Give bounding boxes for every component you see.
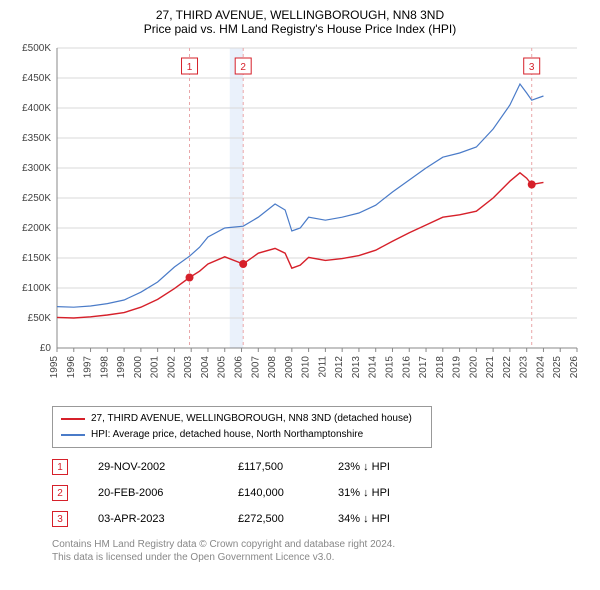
sale-date: 20-FEB-2006: [98, 487, 238, 499]
ytick-label: £100K: [22, 283, 51, 294]
sale-price: £140,000: [238, 487, 338, 499]
legend-swatch: [61, 434, 85, 436]
sale-price: £117,500: [238, 461, 338, 473]
xtick-label: 2000: [133, 356, 144, 379]
chart-area: £0 £50K £100K £150K £200K £250K £300K £350K £400…: [12, 40, 588, 400]
legend-label: 27, THIRD AVENUE, WELLINGBOROUGH, NN8 3N…: [91, 411, 412, 427]
xtick-label: 2020: [468, 356, 479, 379]
legend: 27, THIRD AVENUE, WELLINGBOROUGH, NN8 3N…: [52, 406, 432, 448]
xtick-label: 2011: [317, 356, 328, 378]
sales-table: 1 29-NOV-2002£117,50023% ↓ HPI 2 20-FEB-200…: [52, 454, 552, 532]
xtick-label: 2023: [519, 356, 530, 379]
legend-swatch: [61, 418, 85, 420]
sale-marker: [186, 274, 194, 282]
xtick-label: 2026: [569, 356, 580, 379]
footer-line1: Contains HM Land Registry data © Crown c…: [52, 538, 588, 551]
chart-subtitle: Price paid vs. HM Land Registry's House …: [12, 22, 588, 36]
xtick-label: 2006: [234, 356, 245, 379]
xtick-label: 2025: [552, 356, 563, 379]
xtick-label: 2016: [401, 356, 412, 379]
chart-title: 27, THIRD AVENUE, WELLINGBOROUGH, NN8 3N…: [12, 8, 588, 22]
xtick-label: 2015: [384, 356, 395, 379]
callout-idx: 2: [240, 62, 246, 73]
sale-diff: 23% ↓ HPI: [338, 461, 478, 473]
sale-marker: [528, 181, 536, 189]
series-hpi: [57, 84, 543, 307]
footer-line2: This data is licensed under the Open Gov…: [52, 551, 588, 564]
sale-idx-box: 2: [52, 485, 68, 501]
sale-idx-box: 3: [52, 511, 68, 527]
xtick-label: 2021: [485, 356, 496, 379]
xtick-label: 2009: [284, 356, 295, 379]
xtick-label: 2002: [166, 356, 177, 379]
xtick-label: 2005: [217, 356, 228, 379]
sale-marker: [239, 260, 247, 268]
ytick-label: £450K: [22, 73, 51, 84]
footer-attribution: Contains HM Land Registry data © Crown c…: [52, 538, 588, 564]
sale-row: 3 03-APR-2023£272,50034% ↓ HPI: [52, 506, 552, 532]
ytick-label: £400K: [22, 103, 51, 114]
ytick-label: £500K: [22, 43, 51, 54]
xtick-label: 2017: [418, 356, 429, 379]
series-property: [57, 173, 543, 318]
legend-label: HPI: Average price, detached house, Nort…: [91, 427, 363, 443]
xtick-label: 1998: [99, 356, 110, 379]
sale-diff: 34% ↓ HPI: [338, 513, 478, 525]
legend-item: 27, THIRD AVENUE, WELLINGBOROUGH, NN8 3N…: [61, 411, 423, 427]
xtick-label: 2004: [200, 356, 211, 379]
xtick-label: 2012: [334, 356, 345, 379]
sale-row: 1 29-NOV-2002£117,50023% ↓ HPI: [52, 454, 552, 480]
xtick-label: 2003: [183, 356, 194, 379]
sale-idx-box: 1: [52, 459, 68, 475]
legend-item: HPI: Average price, detached house, Nort…: [61, 427, 423, 443]
xtick-label: 2018: [435, 356, 446, 379]
ytick-label: £300K: [22, 163, 51, 174]
xtick-label: 1996: [66, 356, 77, 379]
sale-date: 29-NOV-2002: [98, 461, 238, 473]
xtick-label: 2022: [502, 356, 513, 379]
xtick-label: 1995: [49, 356, 60, 379]
xtick-label: 2008: [267, 356, 278, 379]
ytick-label: £150K: [22, 253, 51, 264]
xtick-label: 1999: [116, 356, 127, 379]
chart-container: 27, THIRD AVENUE, WELLINGBOROUGH, NN8 3N…: [0, 0, 600, 572]
xtick-label: 2013: [351, 356, 362, 379]
xtick-label: 2024: [535, 356, 546, 379]
sale-price: £272,500: [238, 513, 338, 525]
xtick-label: 1997: [83, 356, 94, 379]
xtick-label: 2014: [368, 356, 379, 379]
xtick-label: 2010: [301, 356, 312, 379]
sale-row: 2 20-FEB-2006£140,00031% ↓ HPI: [52, 480, 552, 506]
callout-idx: 3: [529, 62, 535, 73]
sale-diff: 31% ↓ HPI: [338, 487, 478, 499]
callout-idx: 1: [187, 62, 193, 73]
ytick-label: £250K: [22, 193, 51, 204]
sale-date: 03-APR-2023: [98, 513, 238, 525]
ytick-label: £0: [40, 343, 52, 354]
ytick-label: £200K: [22, 223, 51, 234]
xtick-label: 2007: [250, 356, 261, 379]
ytick-label: £350K: [22, 133, 51, 144]
xtick-label: 2019: [452, 356, 463, 379]
xtick-label: 2001: [150, 356, 161, 379]
ytick-label: £50K: [28, 313, 52, 324]
chart-svg: £0 £50K £100K £150K £200K £250K £300K £350K £400…: [12, 40, 588, 400]
